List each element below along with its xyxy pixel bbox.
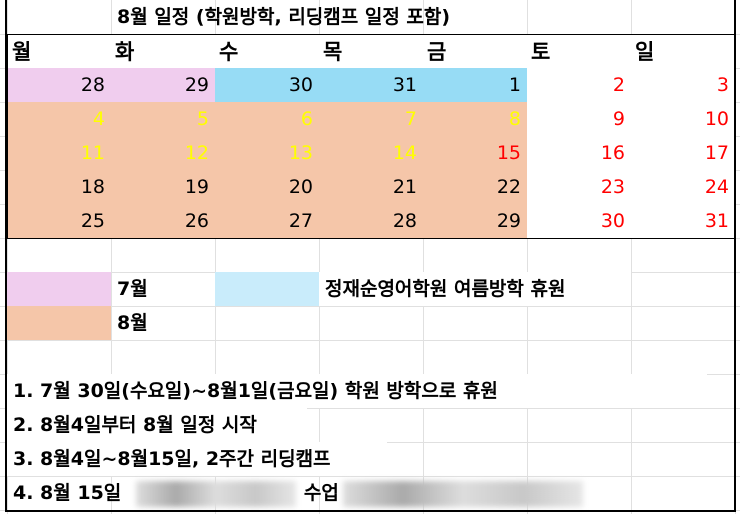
day-cell[interactable]: 17 — [631, 136, 736, 171]
day-cell[interactable]: 28 — [319, 204, 424, 239]
day-cell[interactable]: 26 — [111, 204, 216, 239]
weekday-header[interactable]: 수 — [215, 34, 320, 69]
gridline — [0, 510, 740, 511]
note-1[interactable]: 1. 7월 30일(수요일)~8월1일(금요일) 학원 방학으로 휴원 — [7, 374, 707, 408]
day-cell[interactable]: 30 — [215, 68, 320, 103]
legend-swatch-july[interactable] — [7, 272, 111, 306]
gridline — [319, 0, 320, 514]
day-cell[interactable]: 5 — [111, 102, 216, 137]
gridline — [0, 408, 740, 409]
gridline — [423, 0, 424, 514]
day-cell[interactable]: 21 — [319, 170, 424, 205]
day-cell[interactable]: 27 — [215, 204, 320, 239]
day-cell[interactable]: 2 — [527, 68, 632, 103]
day-cell[interactable]: 25 — [7, 204, 112, 239]
day-cell[interactable]: 23 — [527, 170, 632, 205]
sheet-title[interactable]: 8월 일정 (학원방학, 리딩캠프 일정 포함) — [117, 6, 451, 28]
day-cell[interactable]: 29 — [111, 68, 216, 103]
day-cell[interactable]: 20 — [215, 170, 320, 205]
day-cell[interactable]: 31 — [319, 68, 424, 103]
note-2[interactable]: 2. 8월4일부터 8월 일정 시작 — [7, 408, 307, 442]
gridline — [527, 0, 528, 514]
day-cell[interactable]: 6 — [215, 102, 320, 137]
legend-label-closed[interactable]: 정재순영어학원 여름방학 휴원 — [319, 272, 631, 306]
day-cell[interactable]: 18 — [7, 170, 112, 205]
legend-label-august[interactable]: 8월 — [117, 312, 148, 334]
note-4-prefix: 4. 8월 15일 — [13, 482, 122, 504]
day-cell[interactable]: 19 — [111, 170, 216, 205]
note-4-middle: 수업 — [303, 482, 339, 504]
day-cell[interactable]: 13 — [215, 136, 320, 171]
weekday-header[interactable]: 토 — [527, 34, 632, 69]
note-4[interactable]: 4. 8월 15일 수업 — [7, 476, 607, 510]
legend-swatch-closed[interactable] — [215, 272, 319, 306]
day-cell[interactable]: 15 — [423, 136, 528, 171]
day-cell[interactable]: 10 — [631, 102, 736, 137]
gridline — [0, 476, 740, 477]
gridline — [7, 0, 8, 514]
day-cell[interactable]: 24 — [631, 170, 736, 205]
gridline — [0, 306, 740, 307]
day-cell[interactable]: 3 — [631, 68, 736, 103]
gridline — [631, 0, 632, 514]
gridline — [215, 0, 216, 514]
weekday-header[interactable]: 월 — [7, 34, 112, 69]
legend-label-july[interactable]: 7월 — [117, 278, 148, 300]
weekday-header[interactable]: 목 — [319, 34, 424, 69]
gridline — [111, 0, 112, 514]
day-cell[interactable]: 31 — [631, 204, 736, 239]
day-cell[interactable]: 14 — [319, 136, 424, 171]
day-cell[interactable]: 22 — [423, 170, 528, 205]
day-cell[interactable]: 12 — [111, 136, 216, 171]
weekday-header[interactable]: 일 — [631, 34, 736, 69]
legend-swatch-august[interactable] — [7, 306, 111, 340]
redacted-block — [135, 480, 296, 507]
note-3[interactable]: 3. 8월4일~8월15일, 2주간 리딩캠프 — [7, 442, 387, 476]
redacted-block — [342, 480, 583, 507]
day-cell[interactable]: 1 — [423, 68, 528, 103]
day-cell[interactable]: 30 — [527, 204, 632, 239]
day-cell[interactable]: 8 — [423, 102, 528, 137]
day-cell[interactable]: 4 — [7, 102, 112, 137]
day-cell[interactable]: 7 — [319, 102, 424, 137]
day-cell[interactable]: 29 — [423, 204, 528, 239]
gridline — [0, 340, 740, 341]
day-cell[interactable]: 28 — [7, 68, 112, 103]
day-cell[interactable]: 9 — [527, 102, 632, 137]
weekday-header[interactable]: 화 — [111, 34, 216, 69]
weekday-header[interactable]: 금 — [423, 34, 528, 69]
day-cell[interactable]: 16 — [527, 136, 632, 171]
day-cell[interactable]: 11 — [7, 136, 112, 171]
